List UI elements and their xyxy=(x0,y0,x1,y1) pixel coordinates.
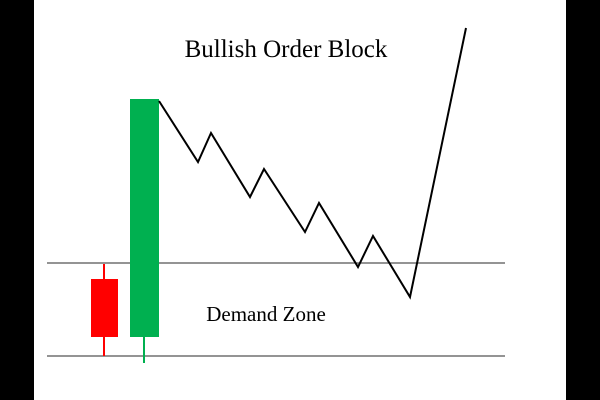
bearish-candle xyxy=(91,264,118,356)
diagram-title: Bullish Order Block xyxy=(185,36,388,63)
bullish-candle xyxy=(130,99,159,363)
bullish-candle-body xyxy=(130,99,159,337)
bearish-candle-body xyxy=(91,279,118,337)
diagram-panel xyxy=(34,0,566,400)
demand-zone-label: Demand Zone xyxy=(206,302,326,326)
price-path-line xyxy=(158,27,467,300)
